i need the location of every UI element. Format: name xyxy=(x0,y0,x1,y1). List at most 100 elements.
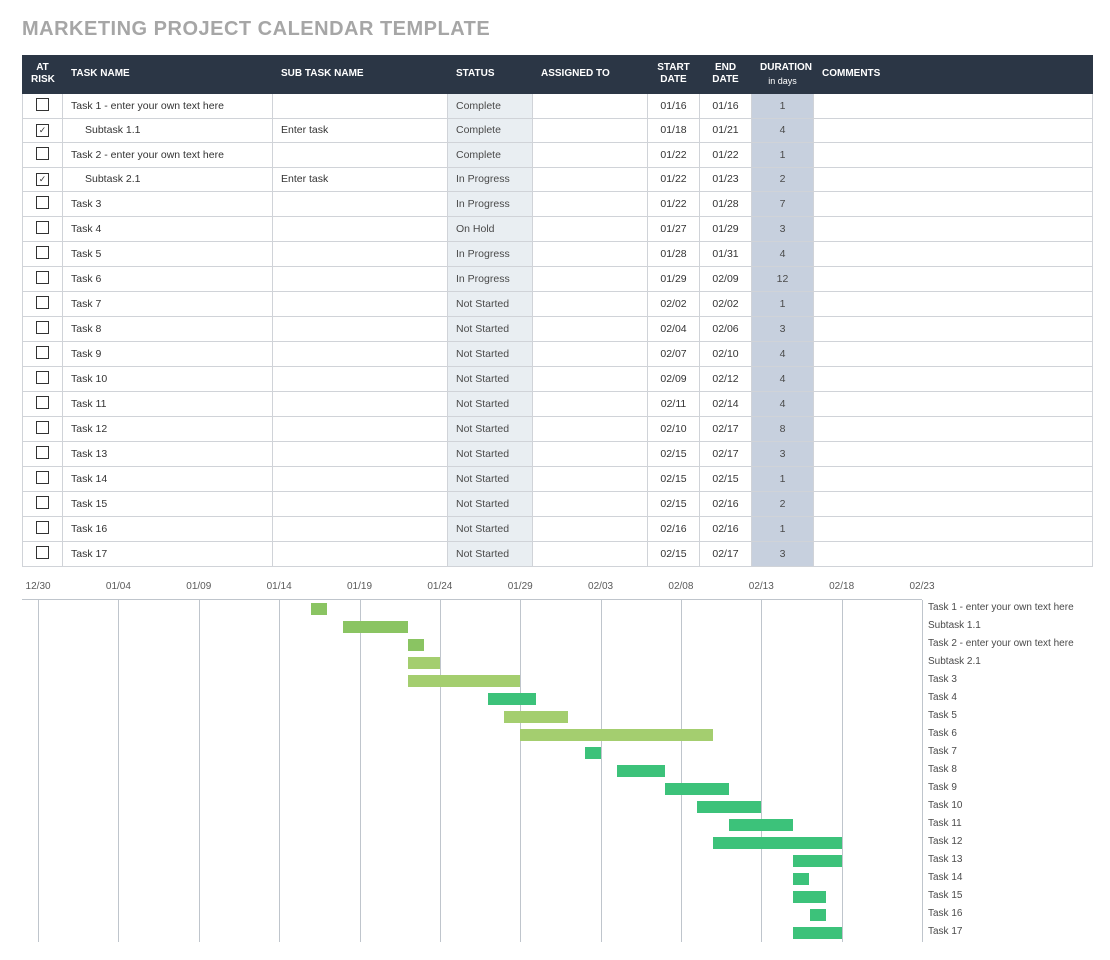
cell-start-date[interactable]: 01/29 xyxy=(648,266,700,291)
cell-task-name[interactable]: Task 6 xyxy=(63,266,273,291)
cell-at-risk[interactable] xyxy=(23,541,63,566)
at-risk-checkbox[interactable] xyxy=(36,471,49,484)
at-risk-checkbox[interactable] xyxy=(36,296,49,309)
cell-at-risk[interactable]: ✓ xyxy=(23,167,63,191)
cell-end-date[interactable]: 02/16 xyxy=(700,516,752,541)
cell-at-risk[interactable] xyxy=(23,291,63,316)
cell-end-date[interactable]: 01/23 xyxy=(700,167,752,191)
cell-status[interactable]: Not Started xyxy=(448,341,533,366)
cell-start-date[interactable]: 01/16 xyxy=(648,93,700,118)
cell-comments[interactable] xyxy=(814,416,1093,441)
cell-sub-task-name[interactable] xyxy=(273,416,448,441)
cell-task-name[interactable]: Task 16 xyxy=(63,516,273,541)
cell-end-date[interactable]: 01/31 xyxy=(700,241,752,266)
cell-duration[interactable]: 2 xyxy=(752,167,814,191)
cell-sub-task-name[interactable] xyxy=(273,316,448,341)
cell-duration[interactable]: 3 xyxy=(752,316,814,341)
cell-end-date[interactable]: 01/16 xyxy=(700,93,752,118)
cell-at-risk[interactable] xyxy=(23,391,63,416)
cell-status[interactable]: In Progress xyxy=(448,167,533,191)
cell-comments[interactable] xyxy=(814,118,1093,142)
at-risk-checkbox[interactable]: ✓ xyxy=(36,173,49,186)
cell-duration[interactable]: 12 xyxy=(752,266,814,291)
cell-sub-task-name[interactable] xyxy=(273,216,448,241)
at-risk-checkbox[interactable] xyxy=(36,346,49,359)
cell-start-date[interactable]: 02/15 xyxy=(648,491,700,516)
cell-at-risk[interactable] xyxy=(23,341,63,366)
cell-sub-task-name[interactable] xyxy=(273,541,448,566)
cell-at-risk[interactable] xyxy=(23,93,63,118)
cell-comments[interactable] xyxy=(814,341,1093,366)
cell-end-date[interactable]: 02/15 xyxy=(700,466,752,491)
at-risk-checkbox[interactable] xyxy=(36,196,49,209)
cell-start-date[interactable]: 02/15 xyxy=(648,541,700,566)
cell-task-name[interactable]: Task 7 xyxy=(63,291,273,316)
cell-at-risk[interactable] xyxy=(23,266,63,291)
cell-task-name[interactable]: Task 4 xyxy=(63,216,273,241)
cell-sub-task-name[interactable] xyxy=(273,516,448,541)
cell-start-date[interactable]: 02/02 xyxy=(648,291,700,316)
cell-comments[interactable] xyxy=(814,216,1093,241)
cell-start-date[interactable]: 02/10 xyxy=(648,416,700,441)
cell-duration[interactable]: 4 xyxy=(752,118,814,142)
cell-status[interactable]: Not Started xyxy=(448,366,533,391)
at-risk-checkbox[interactable] xyxy=(36,546,49,559)
at-risk-checkbox[interactable] xyxy=(36,271,49,284)
cell-duration[interactable]: 4 xyxy=(752,391,814,416)
cell-start-date[interactable]: 02/15 xyxy=(648,441,700,466)
cell-task-name[interactable]: Task 17 xyxy=(63,541,273,566)
cell-duration[interactable]: 4 xyxy=(752,241,814,266)
cell-duration[interactable]: 7 xyxy=(752,191,814,216)
cell-duration[interactable]: 1 xyxy=(752,93,814,118)
cell-status[interactable]: Not Started xyxy=(448,391,533,416)
cell-status[interactable]: In Progress xyxy=(448,266,533,291)
cell-end-date[interactable]: 02/17 xyxy=(700,541,752,566)
cell-task-name[interactable]: Task 9 xyxy=(63,341,273,366)
cell-sub-task-name[interactable]: Enter task xyxy=(273,167,448,191)
cell-at-risk[interactable] xyxy=(23,416,63,441)
cell-end-date[interactable]: 02/17 xyxy=(700,441,752,466)
cell-comments[interactable] xyxy=(814,142,1093,167)
at-risk-checkbox[interactable] xyxy=(36,147,49,160)
cell-start-date[interactable]: 01/28 xyxy=(648,241,700,266)
cell-start-date[interactable]: 02/07 xyxy=(648,341,700,366)
cell-task-name[interactable]: Task 13 xyxy=(63,441,273,466)
cell-comments[interactable] xyxy=(814,441,1093,466)
cell-end-date[interactable]: 01/21 xyxy=(700,118,752,142)
cell-status[interactable]: Complete xyxy=(448,142,533,167)
cell-task-name[interactable]: Task 15 xyxy=(63,491,273,516)
cell-end-date[interactable]: 02/14 xyxy=(700,391,752,416)
cell-sub-task-name[interactable] xyxy=(273,391,448,416)
cell-start-date[interactable]: 01/18 xyxy=(648,118,700,142)
cell-assigned-to[interactable] xyxy=(533,441,648,466)
at-risk-checkbox[interactable] xyxy=(36,246,49,259)
cell-at-risk[interactable]: ✓ xyxy=(23,118,63,142)
cell-end-date[interactable]: 02/02 xyxy=(700,291,752,316)
cell-sub-task-name[interactable] xyxy=(273,466,448,491)
cell-at-risk[interactable] xyxy=(23,142,63,167)
cell-end-date[interactable]: 02/06 xyxy=(700,316,752,341)
at-risk-checkbox[interactable] xyxy=(36,421,49,434)
cell-assigned-to[interactable] xyxy=(533,366,648,391)
cell-status[interactable]: Not Started xyxy=(448,441,533,466)
cell-duration[interactable]: 3 xyxy=(752,441,814,466)
cell-task-name[interactable]: Task 10 xyxy=(63,366,273,391)
cell-duration[interactable]: 3 xyxy=(752,541,814,566)
cell-sub-task-name[interactable] xyxy=(273,93,448,118)
cell-sub-task-name[interactable] xyxy=(273,291,448,316)
cell-start-date[interactable]: 02/04 xyxy=(648,316,700,341)
cell-sub-task-name[interactable]: Enter task xyxy=(273,118,448,142)
cell-assigned-to[interactable] xyxy=(533,316,648,341)
cell-start-date[interactable]: 01/22 xyxy=(648,142,700,167)
cell-start-date[interactable]: 01/22 xyxy=(648,167,700,191)
cell-status[interactable]: Complete xyxy=(448,93,533,118)
cell-assigned-to[interactable] xyxy=(533,241,648,266)
cell-duration[interactable]: 1 xyxy=(752,291,814,316)
cell-sub-task-name[interactable] xyxy=(273,441,448,466)
cell-end-date[interactable]: 01/22 xyxy=(700,142,752,167)
cell-at-risk[interactable] xyxy=(23,466,63,491)
cell-assigned-to[interactable] xyxy=(533,416,648,441)
cell-task-name[interactable]: Task 11 xyxy=(63,391,273,416)
cell-comments[interactable] xyxy=(814,191,1093,216)
cell-assigned-to[interactable] xyxy=(533,291,648,316)
